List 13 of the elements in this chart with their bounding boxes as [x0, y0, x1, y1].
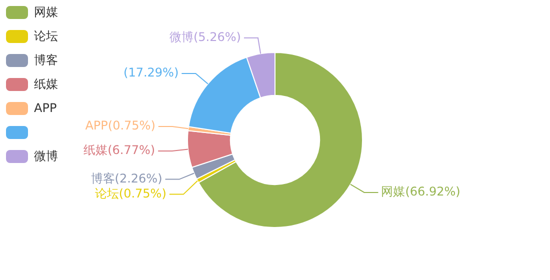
legend-label: 论坛 — [34, 28, 58, 44]
legend-label: APP — [34, 101, 57, 115]
legend-label: 纸媒 — [34, 76, 58, 92]
data-label: 纸媒(6.77%) — [84, 143, 156, 158]
legend-label: 微博 — [34, 148, 58, 164]
data-label: (17.29%) — [124, 66, 179, 80]
data-label: 博客(2.26%) — [90, 171, 162, 186]
legend-label: 网媒 — [34, 4, 58, 20]
data-label: 论坛(0.75%) — [94, 186, 166, 200]
data-label: 网媒(66.92%) — [381, 184, 460, 199]
data-label: 微博(5.26%) — [169, 30, 241, 44]
data-label: APP(0.75%) — [85, 118, 156, 133]
legend-label: 博客 — [34, 52, 58, 68]
